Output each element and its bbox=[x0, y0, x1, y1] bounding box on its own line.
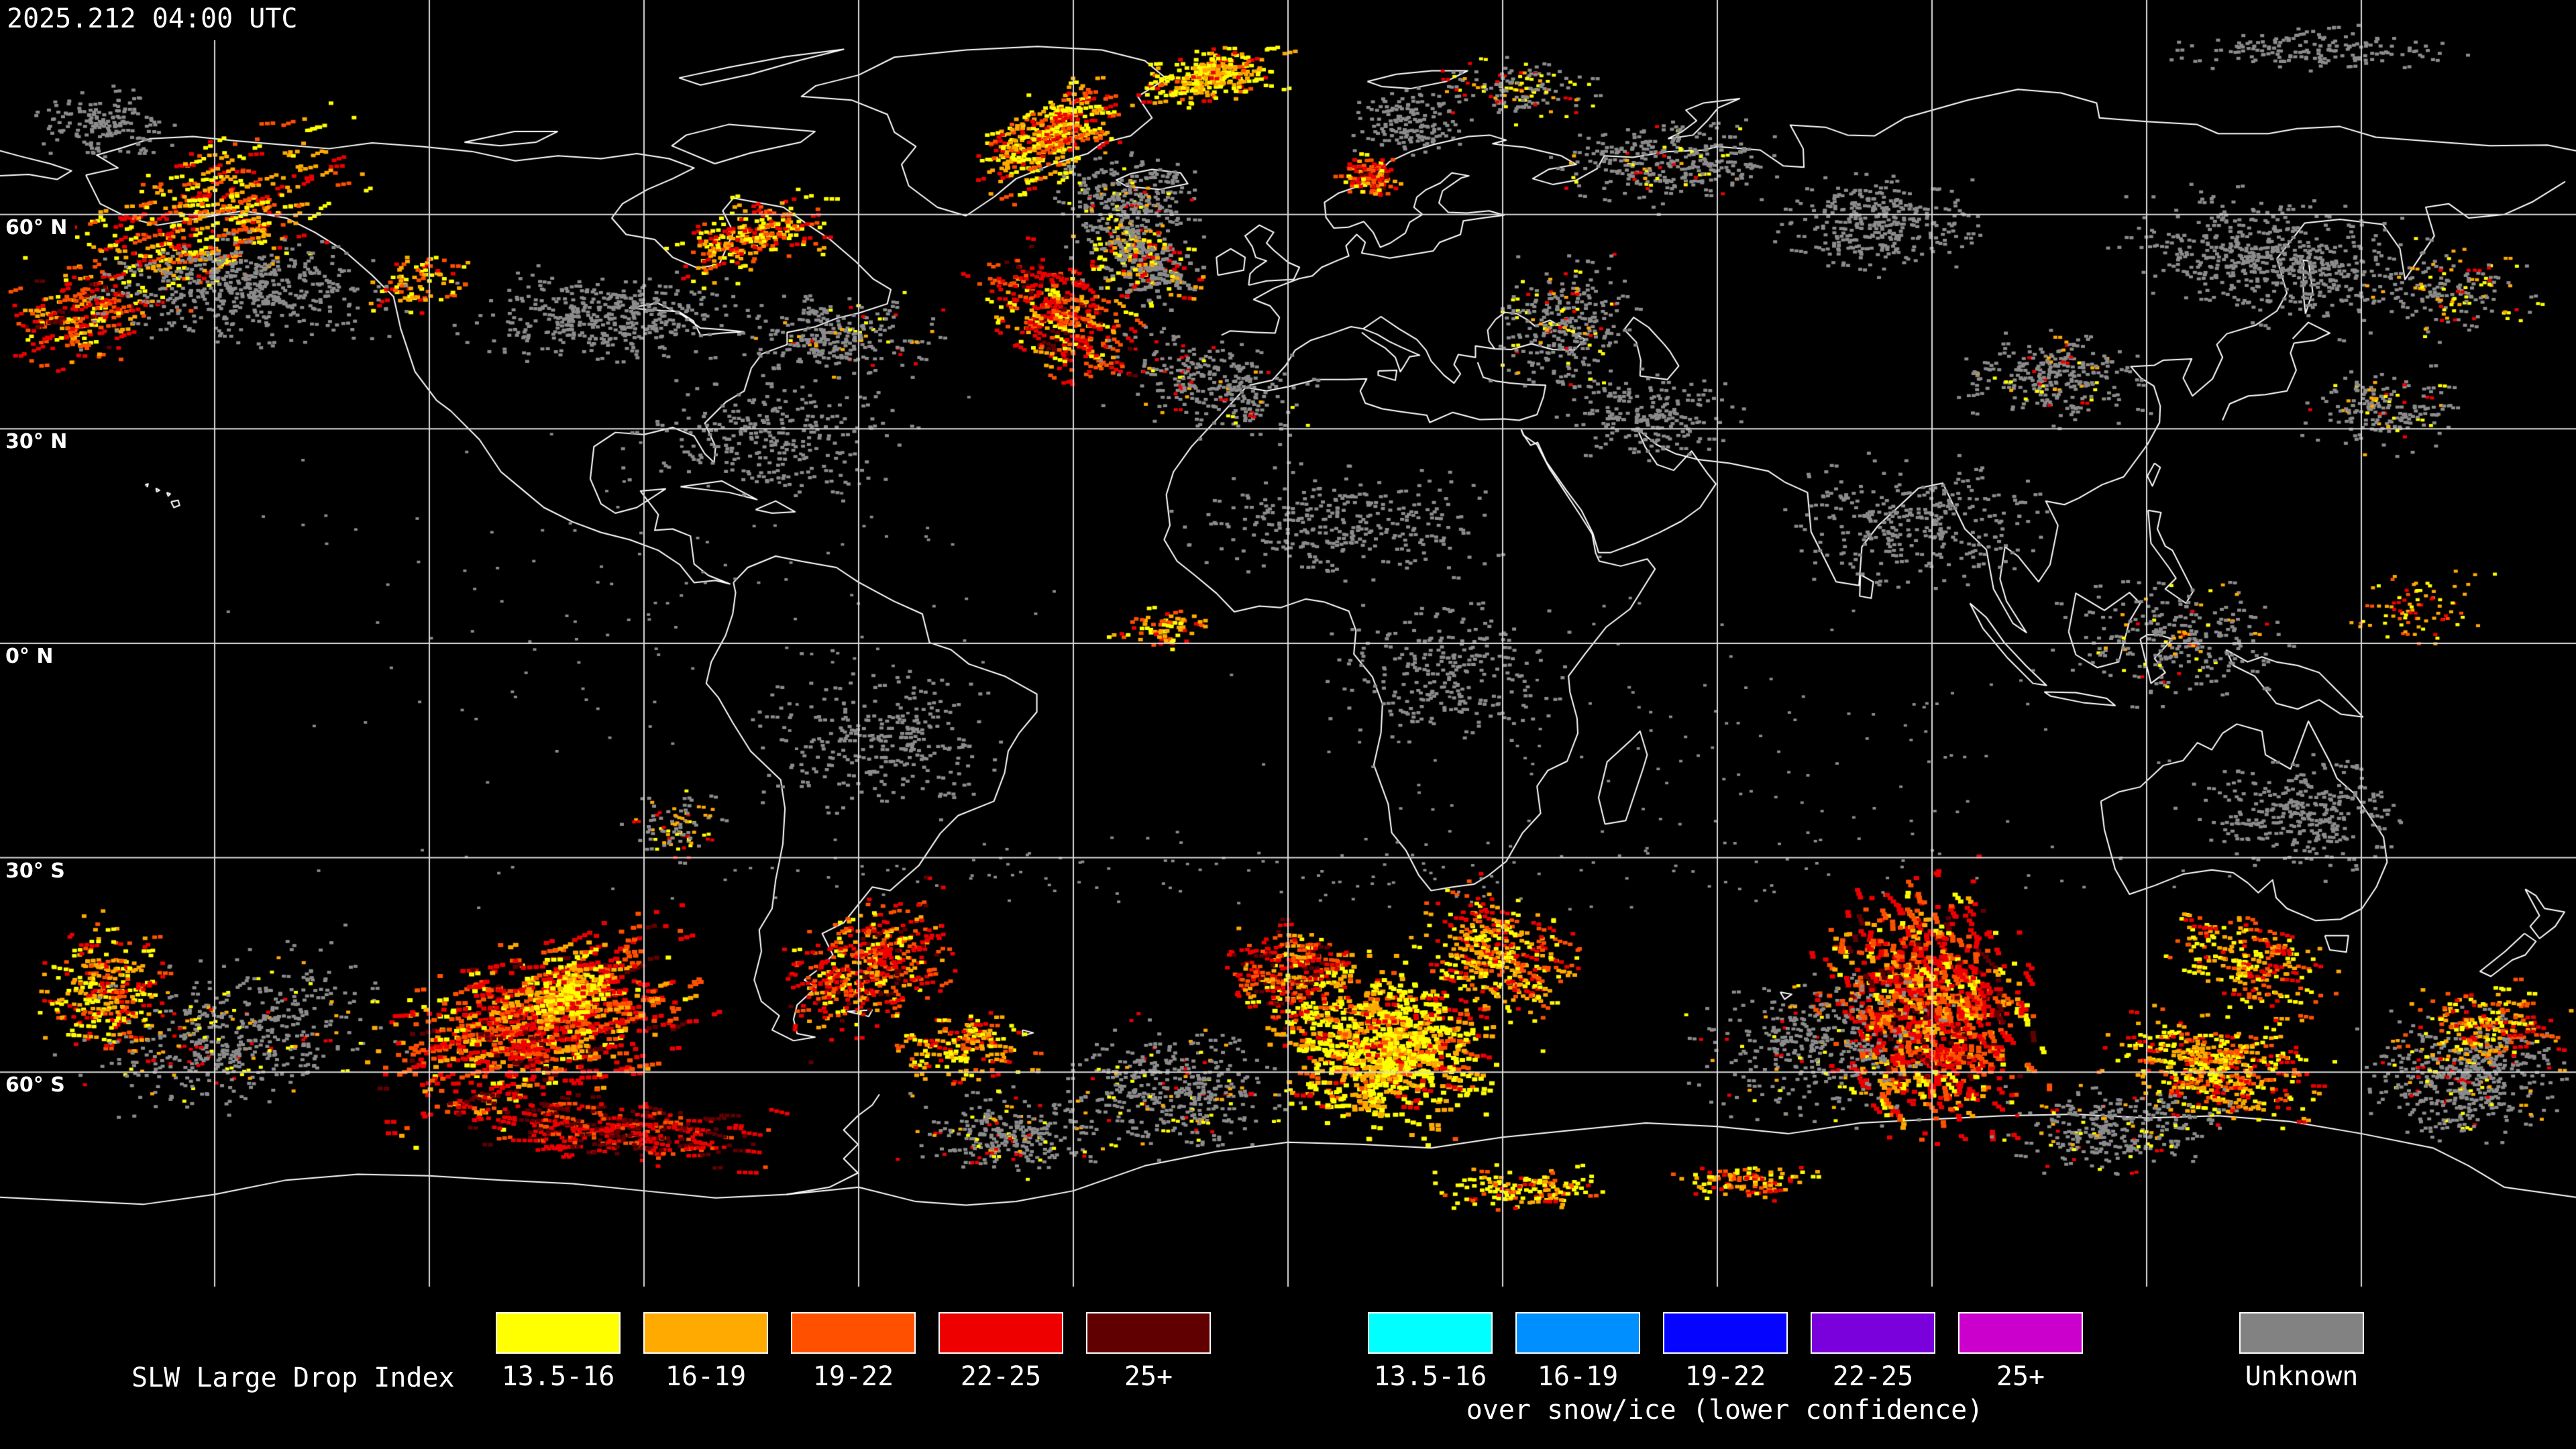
lat-label: 30° S bbox=[0, 859, 73, 885]
legend-item: 13.5-16 bbox=[1368, 1312, 1493, 1390]
legend-item: 19-22 bbox=[791, 1312, 916, 1390]
legend-item: 16-19 bbox=[1515, 1312, 1640, 1390]
legend-swatch bbox=[643, 1312, 768, 1354]
legend-range-label: 19-22 bbox=[1684, 1361, 1766, 1392]
legend-range-label: 25+ bbox=[1124, 1361, 1173, 1392]
lat-label: 30° N bbox=[0, 431, 76, 457]
legend-item: 19-22 bbox=[1663, 1312, 1788, 1390]
legend-swatch bbox=[1811, 1312, 1935, 1354]
legend-range-label: 22-25 bbox=[1832, 1361, 1914, 1392]
legend-range-label: 13.5-16 bbox=[1373, 1361, 1487, 1392]
legend-swatch bbox=[1086, 1312, 1211, 1354]
legend-swatch bbox=[1515, 1312, 1640, 1354]
legend-swatch bbox=[1368, 1312, 1493, 1354]
legend-snowice-caption: over snow/ice (lower confidence) bbox=[1466, 1395, 1984, 1426]
legend-item: 25+ bbox=[1086, 1312, 1211, 1390]
legend-swatch bbox=[2239, 1312, 2364, 1354]
legend-item: 13.5-16 bbox=[496, 1312, 621, 1390]
timestamp: 2025.212 04:00 UTC bbox=[0, 0, 309, 40]
lat-label: 60° S bbox=[0, 1074, 73, 1100]
legend-range-label: 13.5-16 bbox=[501, 1361, 615, 1392]
legend-range-label: 25+ bbox=[1996, 1361, 2045, 1392]
legend-range-label: 16-19 bbox=[1537, 1361, 1619, 1392]
legend-title: SLW Large Drop Index bbox=[131, 1362, 455, 1393]
legend-swatch bbox=[496, 1312, 621, 1354]
lat-label: 0° N bbox=[0, 645, 62, 671]
legend-item: 22-25 bbox=[1811, 1312, 1935, 1390]
legend-range-label: 19-22 bbox=[812, 1361, 894, 1392]
legend-item: Unknown bbox=[2239, 1312, 2364, 1390]
legend-item: 22-25 bbox=[938, 1312, 1063, 1390]
lat-label: 60° N bbox=[0, 216, 76, 242]
legend-range-label: Unknown bbox=[2245, 1361, 2359, 1392]
legend-range-label: 22-25 bbox=[960, 1361, 1042, 1392]
legend-swatch bbox=[1958, 1312, 2083, 1354]
legend-swatch bbox=[1663, 1312, 1788, 1354]
legend-swatch bbox=[791, 1312, 916, 1354]
legend-swatch bbox=[938, 1312, 1063, 1354]
legend-item: 16-19 bbox=[643, 1312, 768, 1390]
legend-range-label: 16-19 bbox=[665, 1361, 747, 1392]
legend-item: 25+ bbox=[1958, 1312, 2083, 1390]
